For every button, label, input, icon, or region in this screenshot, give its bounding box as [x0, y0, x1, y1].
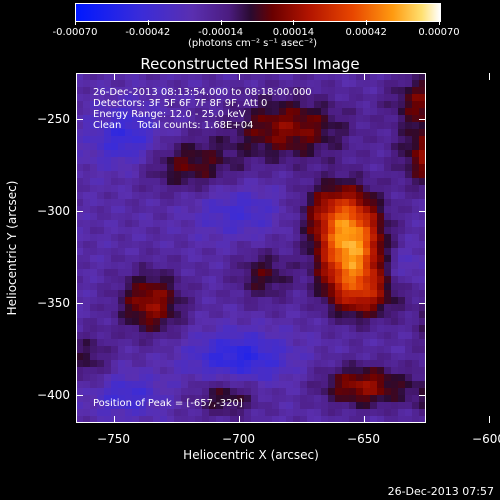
colorbar-tick-mark	[220, 20, 222, 25]
colorbar-units: (photons cm⁻² s⁻¹ asec⁻²)	[188, 38, 318, 49]
x-tick-mark	[488, 416, 490, 423]
x-tick-label: −750	[97, 432, 130, 446]
y-tick-mark	[76, 119, 83, 121]
y-tick-mark	[419, 395, 426, 397]
x-axis-label: Heliocentric X (arcsec)	[183, 448, 319, 462]
peak-position-label: Position of Peak = [-657,-320]	[93, 398, 243, 409]
colorbar-tick-label: 0.00042	[345, 27, 387, 38]
colorbar-tick-mark	[75, 20, 76, 25]
x-tick-label: −650	[347, 432, 380, 446]
y-tick-label: −250	[37, 112, 70, 127]
annotation-detectors: Detectors: 3F 5F 6F 7F 8F 9F, Att 0	[93, 98, 268, 109]
annotation-counts: Clean Total counts: 1.68E+04	[93, 120, 254, 131]
y-tick-mark	[76, 303, 83, 305]
timestamp: 26-Dec-2013 07:57	[387, 485, 494, 498]
colorbar-tick-mark	[147, 20, 149, 25]
y-tick-mark	[76, 395, 83, 397]
x-tick-mark	[113, 73, 115, 80]
annotation-energy: Energy Range: 12.0 - 25.0 keV	[93, 109, 246, 120]
colorbar-tick-label: -0.00042	[125, 27, 171, 38]
colorbar-tick-mark	[366, 20, 368, 25]
x-tick-mark	[238, 416, 240, 423]
x-tick-mark	[363, 416, 365, 423]
colorbar	[75, 3, 441, 22]
plot-area: 26-Dec-2013 08:13:54.000 to 08:18:00.000…	[76, 73, 426, 423]
x-tick-label: −700	[222, 432, 255, 446]
y-tick-label: −300	[37, 204, 70, 219]
colorbar-tick-label: -0.00070	[52, 27, 98, 38]
x-tick-mark	[113, 416, 115, 423]
y-tick-mark	[76, 211, 83, 213]
x-tick-mark	[363, 73, 365, 80]
y-tick-mark	[419, 119, 426, 121]
colorbar-tick-mark	[293, 20, 295, 25]
y-tick-label: −350	[37, 296, 70, 311]
y-tick-mark	[419, 211, 426, 213]
colorbar-tick-label: 0.00070	[418, 27, 460, 38]
x-tick-label: −600	[472, 432, 500, 446]
y-axis-label: Heliocentric Y (arcsec)	[5, 180, 19, 316]
y-tick-label: −400	[37, 388, 70, 403]
colorbar-tick-mark	[439, 20, 440, 25]
annotation-time-range: 26-Dec-2013 08:13:54.000 to 08:18:00.000	[93, 87, 312, 98]
colorbar-tick-label: 0.00014	[272, 27, 315, 38]
x-tick-mark	[488, 73, 490, 80]
x-tick-mark	[238, 73, 240, 80]
chart-title: Reconstructed RHESSI Image	[140, 55, 360, 73]
heatmap-image	[76, 73, 426, 423]
y-tick-mark	[419, 303, 426, 305]
colorbar-tick-label: -0.00014	[198, 27, 244, 38]
